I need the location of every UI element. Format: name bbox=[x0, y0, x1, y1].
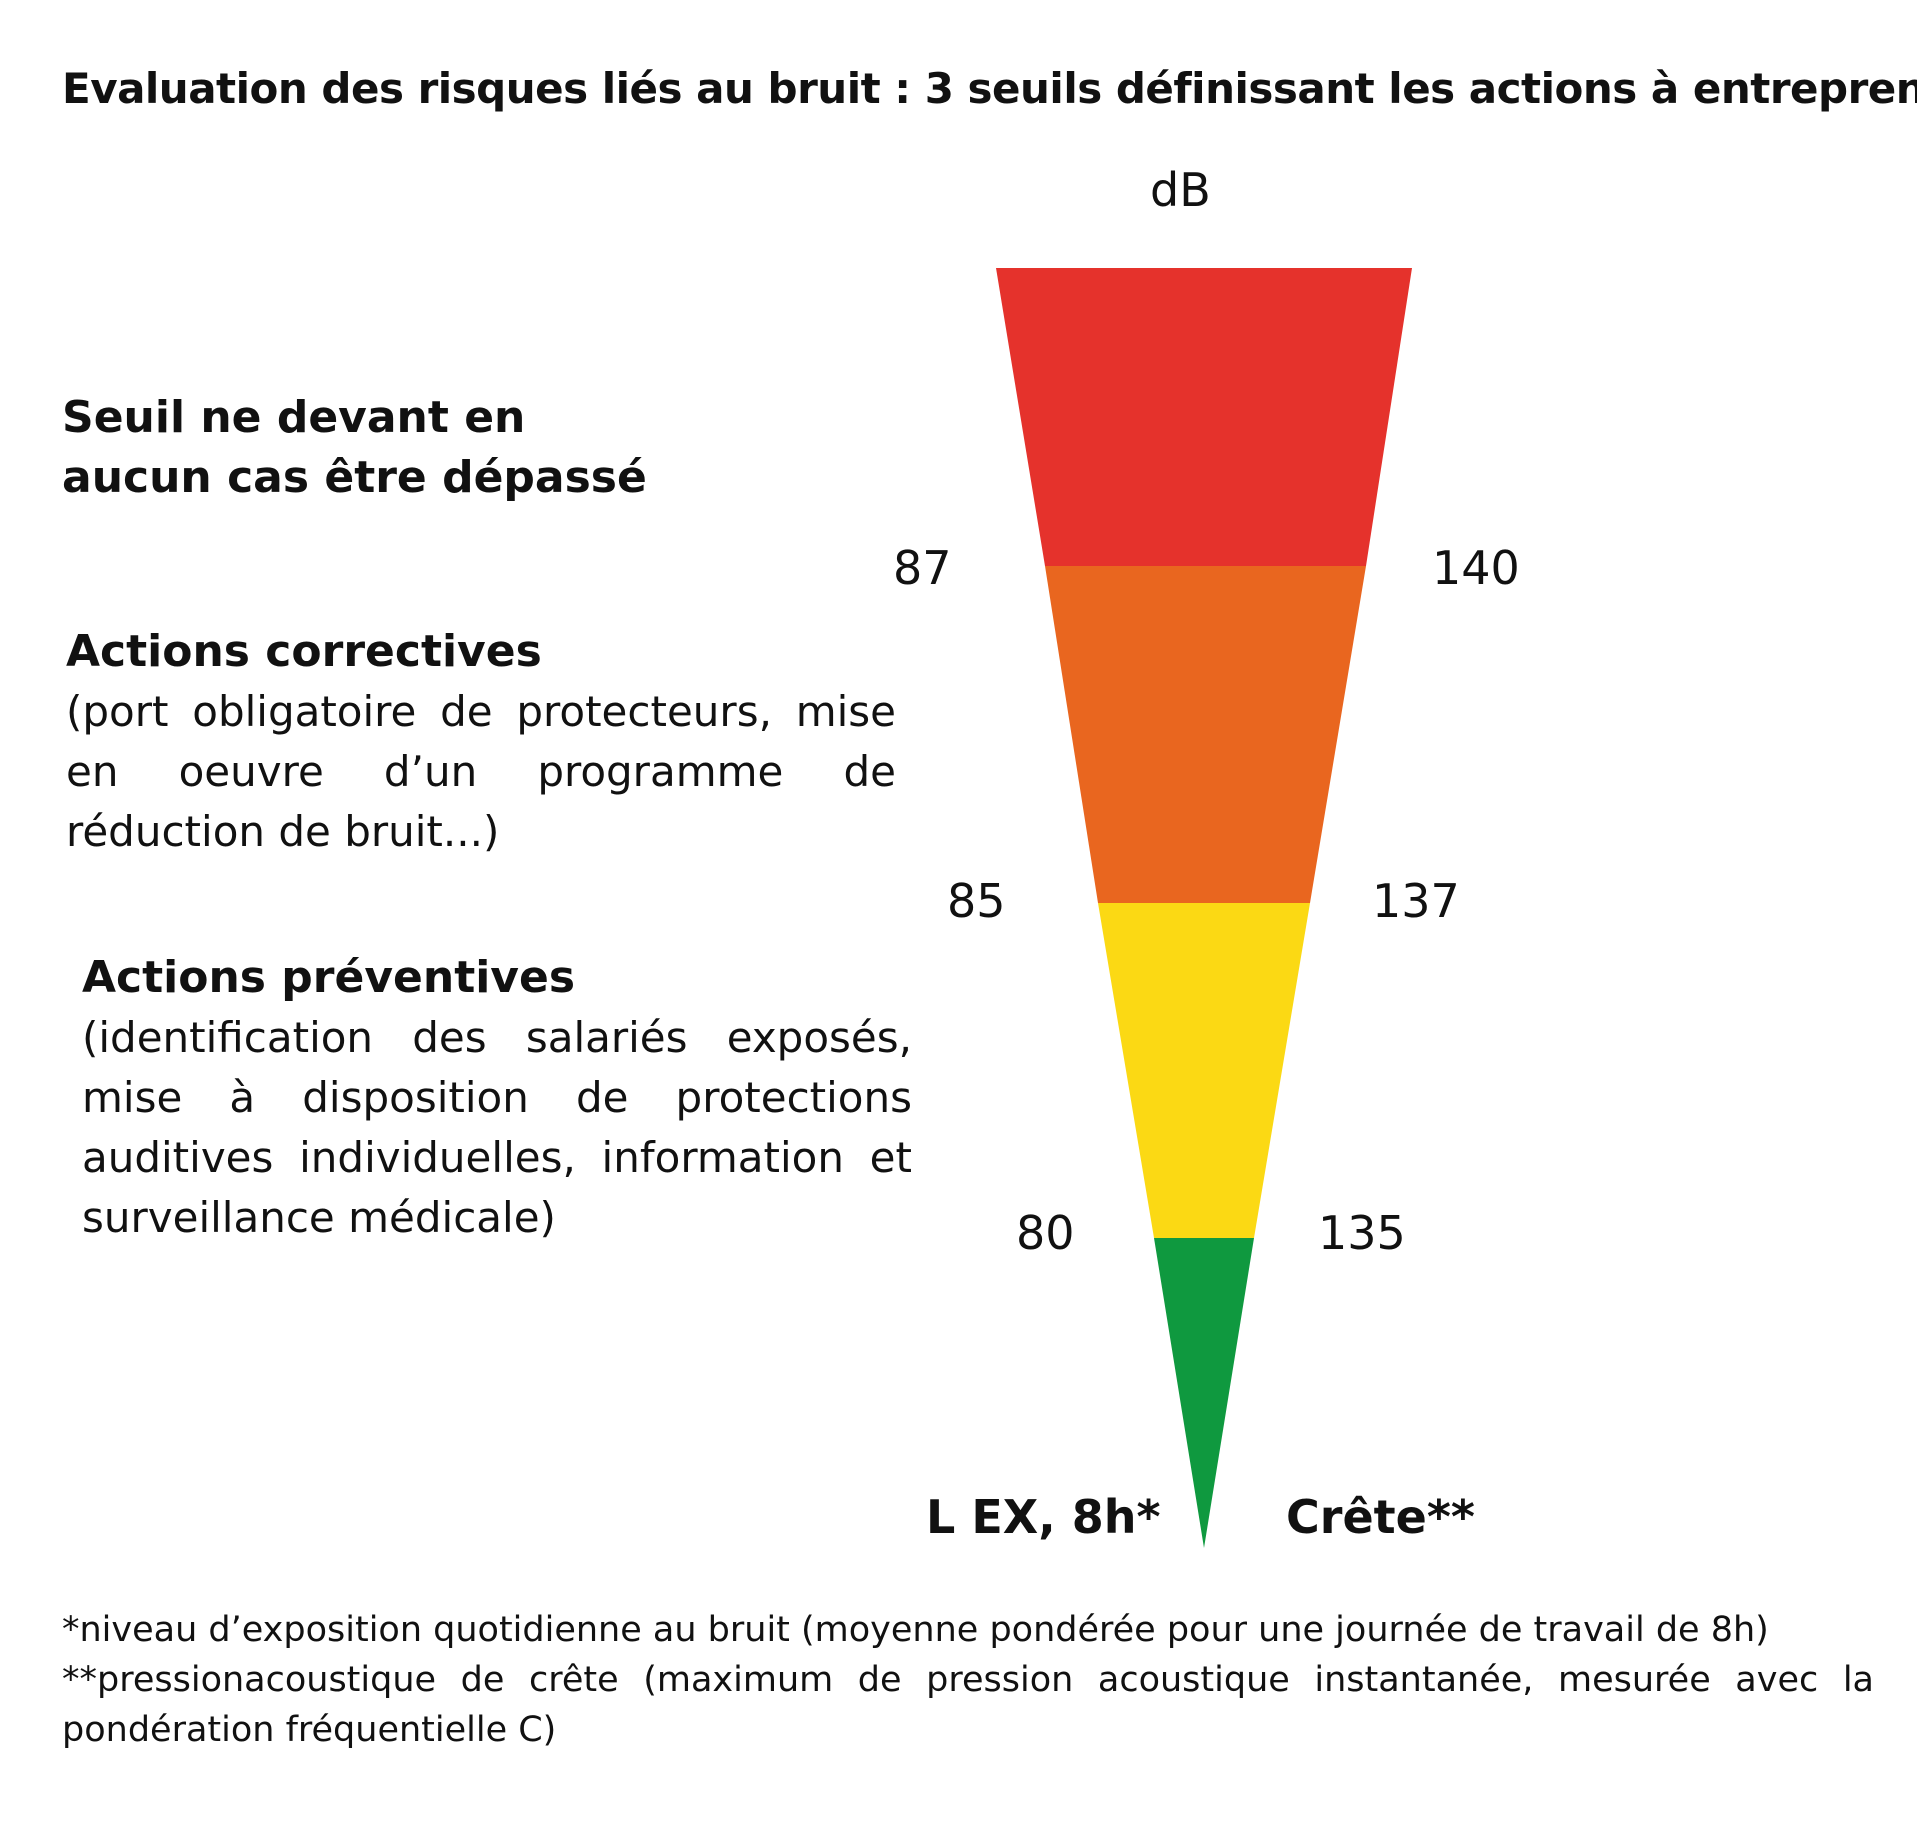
funnel-band-preventive bbox=[1098, 903, 1310, 1238]
zone-corrective-heading: Actions correctives bbox=[66, 626, 542, 677]
axis-label-crete: Crête** bbox=[1286, 1490, 1475, 1544]
threshold-crete-lower: 135 bbox=[1318, 1206, 1406, 1260]
threshold-lex-middle: 85 bbox=[947, 874, 1006, 928]
footnote-lex: *niveau d’exposition quotidienne au brui… bbox=[62, 1610, 1769, 1650]
threshold-lex-lower: 80 bbox=[1016, 1206, 1075, 1260]
zone-limit-heading: Seuil ne devant en aucun cas être dépass… bbox=[62, 392, 647, 503]
threshold-crete-upper: 140 bbox=[1432, 541, 1520, 595]
footnotes: *niveau d’exposition quotidienne au brui… bbox=[62, 1605, 1874, 1755]
unit-label: dB bbox=[1150, 163, 1211, 217]
funnel-band-corrective bbox=[1045, 566, 1366, 903]
axis-label-lex: L EX, 8h* bbox=[926, 1490, 1161, 1544]
zone-limit-text: Seuil ne devant en aucun cas être dépass… bbox=[62, 388, 682, 508]
funnel-band-safe bbox=[1154, 1238, 1254, 1548]
zone-corrective-text: Actions correctives (port obligatoire de… bbox=[66, 622, 896, 862]
zone-preventive-heading: Actions préventives bbox=[82, 952, 576, 1003]
threshold-crete-middle: 137 bbox=[1372, 874, 1460, 928]
zone-corrective-description: (port obligatoire de protecteurs, mise e… bbox=[66, 687, 896, 856]
zone-preventive-text: Actions préventives (identification des … bbox=[82, 948, 912, 1248]
threshold-lex-upper: 87 bbox=[893, 541, 952, 595]
funnel-band-limit bbox=[996, 268, 1412, 566]
page-title: Evaluation des risques liés au bruit : 3… bbox=[62, 64, 1917, 113]
zone-preventive-description: (identification des salariés exposés, mi… bbox=[82, 1013, 912, 1242]
footnote-crete: **pressionacoustique de crête (maximum d… bbox=[62, 1660, 1874, 1750]
